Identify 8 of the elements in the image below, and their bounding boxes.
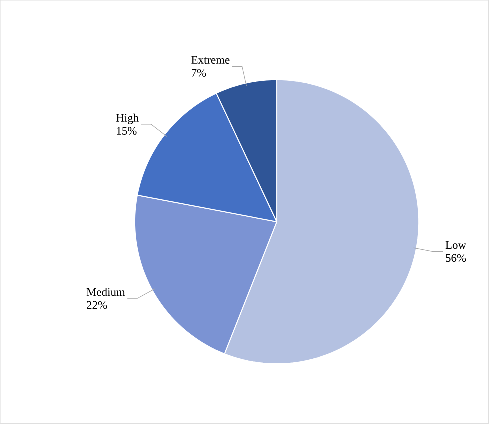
data-label: 56% xyxy=(446,254,466,262)
data-label: 22% xyxy=(87,301,108,310)
slice-label: Low xyxy=(446,242,466,250)
slice-label: Extreme xyxy=(192,56,230,64)
data-label: 7% xyxy=(192,69,206,78)
slice-label: Medium xyxy=(86,288,126,296)
slice-label: High xyxy=(116,114,139,124)
data-label: 15% xyxy=(117,127,137,136)
